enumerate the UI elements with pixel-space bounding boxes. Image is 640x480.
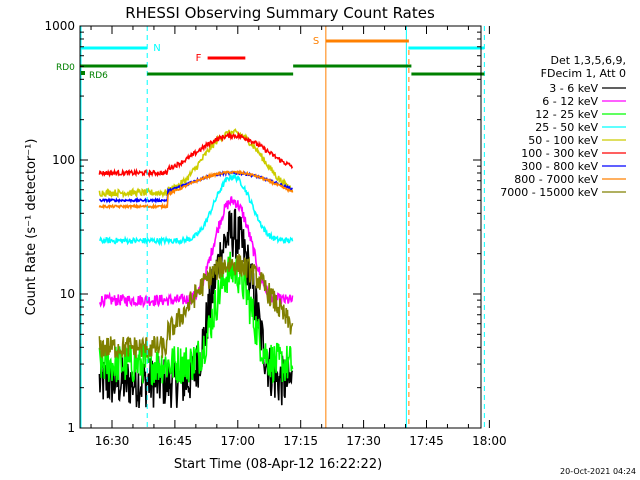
rd6-marker xyxy=(81,71,85,75)
legend-entry: 300 - 800 keV xyxy=(521,160,598,173)
legend-entry: 7000 - 15000 keV xyxy=(500,186,598,199)
x-axis: 16:30 16:45 17:00 17:15 17:30 17:45 18:00 xyxy=(90,26,507,448)
y-tick-label: 1000 xyxy=(44,19,75,33)
legend-entry: 3 - 6 keV xyxy=(549,82,598,95)
series-line xyxy=(98,251,294,386)
legend-entry: 50 - 100 keV xyxy=(528,134,598,147)
legend: Det 1,3,5,6,9, FDecim 1, Att 0 3 - 6 keV… xyxy=(500,54,626,199)
x-tick-label: 16:45 xyxy=(158,434,193,448)
series-line xyxy=(99,172,294,247)
x-axis-label: Start Time (08-Apr-12 16:22:22) xyxy=(174,457,382,472)
timestamp: 20-Oct-2021 04:24 xyxy=(560,467,636,476)
legend-entry: 12 - 25 keV xyxy=(535,108,598,121)
y-tick-label: 10 xyxy=(60,287,75,301)
legend-entry: 6 - 12 keV xyxy=(542,95,598,108)
x-tick-label: 17:30 xyxy=(346,434,381,448)
rd6-label: RD6 xyxy=(89,71,108,81)
x-tick-label: 17:00 xyxy=(220,434,255,448)
legend-header-1: Det 1,3,5,6,9, xyxy=(550,54,626,67)
y-axis-label: Count Rate (s⁻¹ detector⁻¹) xyxy=(24,139,39,316)
y-tick-label: 1 xyxy=(67,421,75,435)
plot-frame xyxy=(79,25,482,429)
x-tick-label: 17:45 xyxy=(409,434,444,448)
series-line xyxy=(98,169,294,211)
x-tick-label: 18:00 xyxy=(472,434,507,448)
series-line xyxy=(98,130,294,179)
saa-label: S xyxy=(313,36,319,47)
y-axis: 1 10 100 1000 xyxy=(44,19,481,435)
overlay-layer: N S F RD0 RD6 xyxy=(56,26,485,428)
x-tick-label: 17:15 xyxy=(283,434,318,448)
legend-entry: 100 - 300 keV xyxy=(521,147,598,160)
series-line xyxy=(98,208,294,409)
series-line xyxy=(98,253,294,360)
x-tick-label: 16:30 xyxy=(95,434,130,448)
y-tick-label: 100 xyxy=(52,153,75,167)
night-label: N xyxy=(153,43,160,54)
flare-label: F xyxy=(196,53,202,64)
legend-header-2: FDecim 1, Att 0 xyxy=(541,67,626,80)
chart-title: RHESSI Observing Summary Count Rates xyxy=(125,4,435,22)
legend-entry: 800 - 7000 keV xyxy=(514,173,598,186)
legend-entry: 25 - 50 keV xyxy=(535,121,598,134)
series-line xyxy=(98,128,294,199)
rd0-label: RD0 xyxy=(56,63,75,73)
data-layer xyxy=(98,128,294,409)
